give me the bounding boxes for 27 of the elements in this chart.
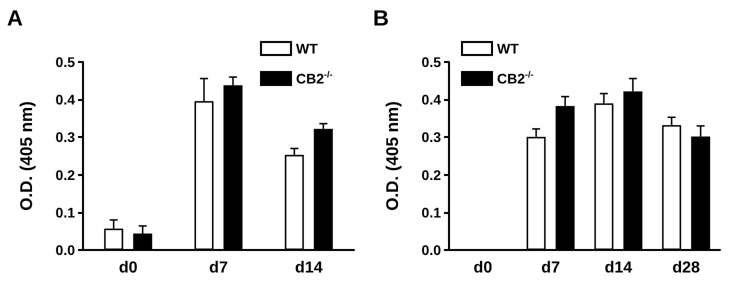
y-tick-label: 0.5: [56, 54, 76, 70]
y-tick-label: 0.0: [56, 242, 76, 258]
y-tick-label: 0.1: [56, 204, 76, 220]
y-tick-label: 0.5: [422, 54, 442, 70]
legend-label: CB2-/-: [296, 70, 333, 86]
y-tick-label: 0.3: [422, 129, 442, 146]
x-tick-label: d14: [604, 260, 632, 276]
y-tick-label: 0.4: [422, 92, 442, 108]
y-tick-label: 0.1: [422, 204, 442, 220]
y-tick-label: 0.4: [56, 92, 76, 108]
y-tick-label: 0.0: [422, 242, 442, 258]
chart-title: A: [7, 6, 23, 30]
x-tick-label: d28: [672, 260, 700, 276]
y-tick-label: 0.2: [56, 166, 76, 183]
legend-label: CB2-/-: [497, 70, 534, 86]
y-tick-label: 0.2: [422, 166, 442, 183]
y-tick-label: 0.3: [56, 129, 76, 146]
x-tick-label: d0: [118, 260, 138, 276]
y-axis-title: O.D. (405 nm): [383, 101, 402, 211]
legend-label: WT: [296, 40, 318, 56]
x-tick-label: d0: [474, 260, 492, 276]
x-tick-label: d7: [541, 260, 560, 276]
y-axis-title: O.D. (405 nm): [17, 101, 36, 211]
x-tick-label: d14: [295, 260, 323, 276]
legend-label: WT: [497, 40, 520, 56]
x-tick-label: d7: [209, 260, 228, 276]
chart-title: B: [373, 6, 389, 30]
